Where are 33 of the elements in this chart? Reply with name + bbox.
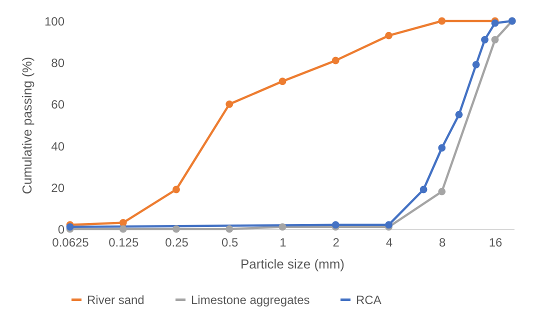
point [278,223,286,231]
y-tick-label: 20 [51,180,65,195]
legend-label: River sand [87,292,144,307]
x-axis-title: Particle size (mm) [240,256,345,272]
point [226,225,234,233]
point [119,225,127,233]
x-tick-label: 4 [386,236,393,250]
y-axis-title: Cumulative passing (%) [19,56,34,194]
point [172,225,180,233]
point [438,17,446,25]
x-tick-label: 0.0625 [52,236,90,250]
y-tick-label: 100 [44,14,65,28]
y-tick-label: 0 [58,222,65,236]
x-tick-label: 16 [488,236,502,250]
point [172,186,180,194]
point [119,219,127,226]
y-tick-label: 40 [51,139,65,154]
point [226,100,234,108]
x-tick-label: 1 [280,236,287,250]
x-tick-label: 0.5 [222,236,239,250]
x-tick-label: 0.25 [165,236,189,250]
point [332,56,340,64]
y-tick-label: 60 [51,98,65,112]
legend-label: RCA [356,292,382,307]
point [278,78,286,86]
point [385,32,392,40]
x-tick-label: 2 [332,236,340,250]
x-tick-label: 8 [439,236,446,250]
legend-label: Limestone aggregates [191,292,310,307]
y-tick-label: 80 [51,56,65,70]
point [491,36,499,44]
x-tick-label: 0.125 [108,236,139,250]
point [438,188,446,196]
